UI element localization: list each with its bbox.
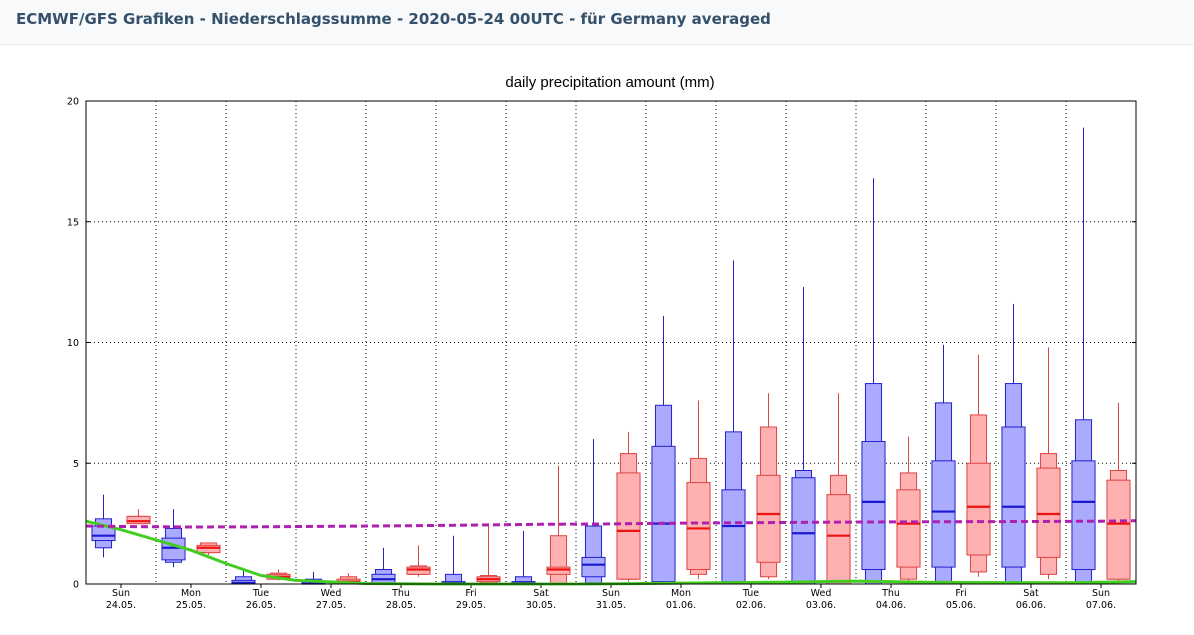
gfs-box-inner-10 — [826, 494, 851, 585]
ecmwf-box-inner-8 — [651, 445, 676, 583]
ecmwf-box-inner-10 — [791, 477, 816, 585]
ecmwf-box-inner-14 — [1071, 460, 1096, 571]
x-tick-day-11: Thu — [881, 588, 900, 599]
ecmwf-box-inner-7 — [581, 556, 606, 578]
gfs-box-8 — [686, 400, 711, 580]
x-tick-day-2: Tue — [252, 588, 269, 599]
grid-lines — [86, 101, 1136, 584]
x-tick-date-10: 03.06. — [806, 600, 836, 611]
x-tick-date-8: 01.06. — [666, 600, 696, 611]
gfs-box-inner-12 — [966, 462, 991, 556]
gfs-box-10 — [826, 393, 851, 585]
ecmwf-box-inner-11 — [861, 441, 886, 571]
gfs-box-inner-14 — [1106, 479, 1131, 580]
ecmwf-box-12 — [931, 344, 956, 585]
x-tick-date-0: 24.05. — [106, 600, 136, 611]
x-tick-day-14: Sun — [1092, 588, 1110, 599]
gfs-box-inner-1 — [196, 544, 221, 554]
y-tick-label-0: 0 — [73, 580, 79, 591]
gfs-box-13 — [1036, 347, 1061, 580]
ecmwf-box-5 — [441, 535, 466, 585]
x-tick-date-6: 30.05. — [526, 600, 556, 611]
x-tick-day-0: Sun — [112, 588, 130, 599]
x-tick-date-9: 02.06. — [736, 600, 766, 611]
gfs-box-inner-7 — [616, 472, 641, 580]
gfs-box-outer-6 — [549, 535, 568, 585]
gfs-box-7 — [616, 431, 641, 582]
precipitation-boxplot-chart: daily precipitation amount (mm) 0 5 10 15 20… — [67, 74, 1137, 611]
gfs-box-12 — [966, 354, 991, 577]
x-tick-day-12: Fri — [955, 588, 966, 599]
x-tick-day-3: Wed — [321, 588, 342, 599]
y-tick-label-4: 20 — [67, 97, 79, 108]
x-tick-date-7: 31.05. — [596, 600, 626, 611]
gfs-box-1 — [196, 542, 221, 556]
gfs-box-5 — [476, 523, 501, 584]
y-tick-label-1: 5 — [73, 459, 79, 470]
x-tick-day-5: Fri — [465, 588, 476, 599]
box-series — [91, 127, 1131, 585]
gfs-box-11 — [896, 436, 921, 582]
x-tick-day-1: Mon — [181, 588, 201, 599]
page-title: ECMWF/GFS Grafiken - Niederschlagssumme … — [16, 10, 771, 28]
gfs-box-inner-13 — [1036, 467, 1061, 558]
x-tick-day-6: Sat — [533, 588, 549, 599]
x-tick-day-10: Wed — [811, 588, 832, 599]
ecmwf-box-inner-13 — [1001, 426, 1026, 568]
x-tick-date-11: 04.06. — [876, 600, 906, 611]
y-axis: 0 5 10 15 20 — [67, 97, 1136, 591]
gfs-box-inner-11 — [896, 489, 921, 568]
x-tick-date-14: 07.06. — [1086, 600, 1116, 611]
gfs-box-inner-6 — [546, 566, 571, 575]
x-tick-date-2: 26.05. — [246, 600, 276, 611]
gfs-box-0 — [126, 509, 151, 525]
x-tick-day-4: Thu — [391, 588, 410, 599]
gfs-box-6 — [546, 465, 571, 585]
ecmwf-box-13 — [1001, 303, 1026, 585]
x-tick-date-13: 06.06. — [1016, 600, 1046, 611]
plot-frame — [85, 100, 1137, 585]
x-tick-date-5: 29.05. — [456, 600, 486, 611]
x-tick-day-9: Tue — [742, 588, 759, 599]
x-tick-day-7: Sun — [602, 588, 620, 599]
ecmwf-box-4 — [371, 547, 396, 585]
x-tick-date-1: 25.05. — [176, 600, 206, 611]
gfs-box-inner-9 — [756, 474, 781, 563]
ecmwf-box-inner-12 — [931, 460, 956, 568]
x-tick-date-3: 27.05. — [316, 600, 346, 611]
gfs-box-inner-4 — [406, 566, 431, 575]
page-header: ECMWF/GFS Grafiken - Niederschlagssumme … — [0, 0, 1194, 45]
gfs-box-9 — [756, 393, 781, 580]
y-tick-label-3: 15 — [67, 217, 79, 228]
x-tick-day-13: Sat — [1023, 588, 1039, 599]
gfs-box-inner-8 — [686, 482, 711, 571]
ecmwf-box-9 — [721, 260, 746, 585]
ecmwf-box-10 — [791, 286, 816, 585]
ecmwf-box-6 — [511, 530, 536, 585]
ecmwf-box-inner-9 — [721, 489, 746, 583]
chart-title: daily precipitation amount (mm) — [505, 74, 714, 91]
y-tick-label-2: 10 — [67, 338, 79, 349]
ecmwf-box-8 — [651, 315, 676, 585]
x-axis: Sun24.05.Mon25.05.Tue26.05.Wed27.05.Thu2… — [106, 584, 1116, 611]
x-tick-date-4: 28.05. — [386, 600, 416, 611]
ecmwf-box-14 — [1071, 127, 1096, 585]
x-tick-date-12: 05.06. — [946, 600, 976, 611]
ecmwf-box-7 — [581, 439, 606, 584]
gfs-box-inner-0 — [126, 515, 151, 525]
x-tick-day-8: Mon — [671, 588, 691, 599]
gfs-box-14 — [1106, 402, 1131, 584]
ecmwf-box-1 — [161, 509, 186, 568]
gfs-box-4 — [406, 545, 431, 577]
